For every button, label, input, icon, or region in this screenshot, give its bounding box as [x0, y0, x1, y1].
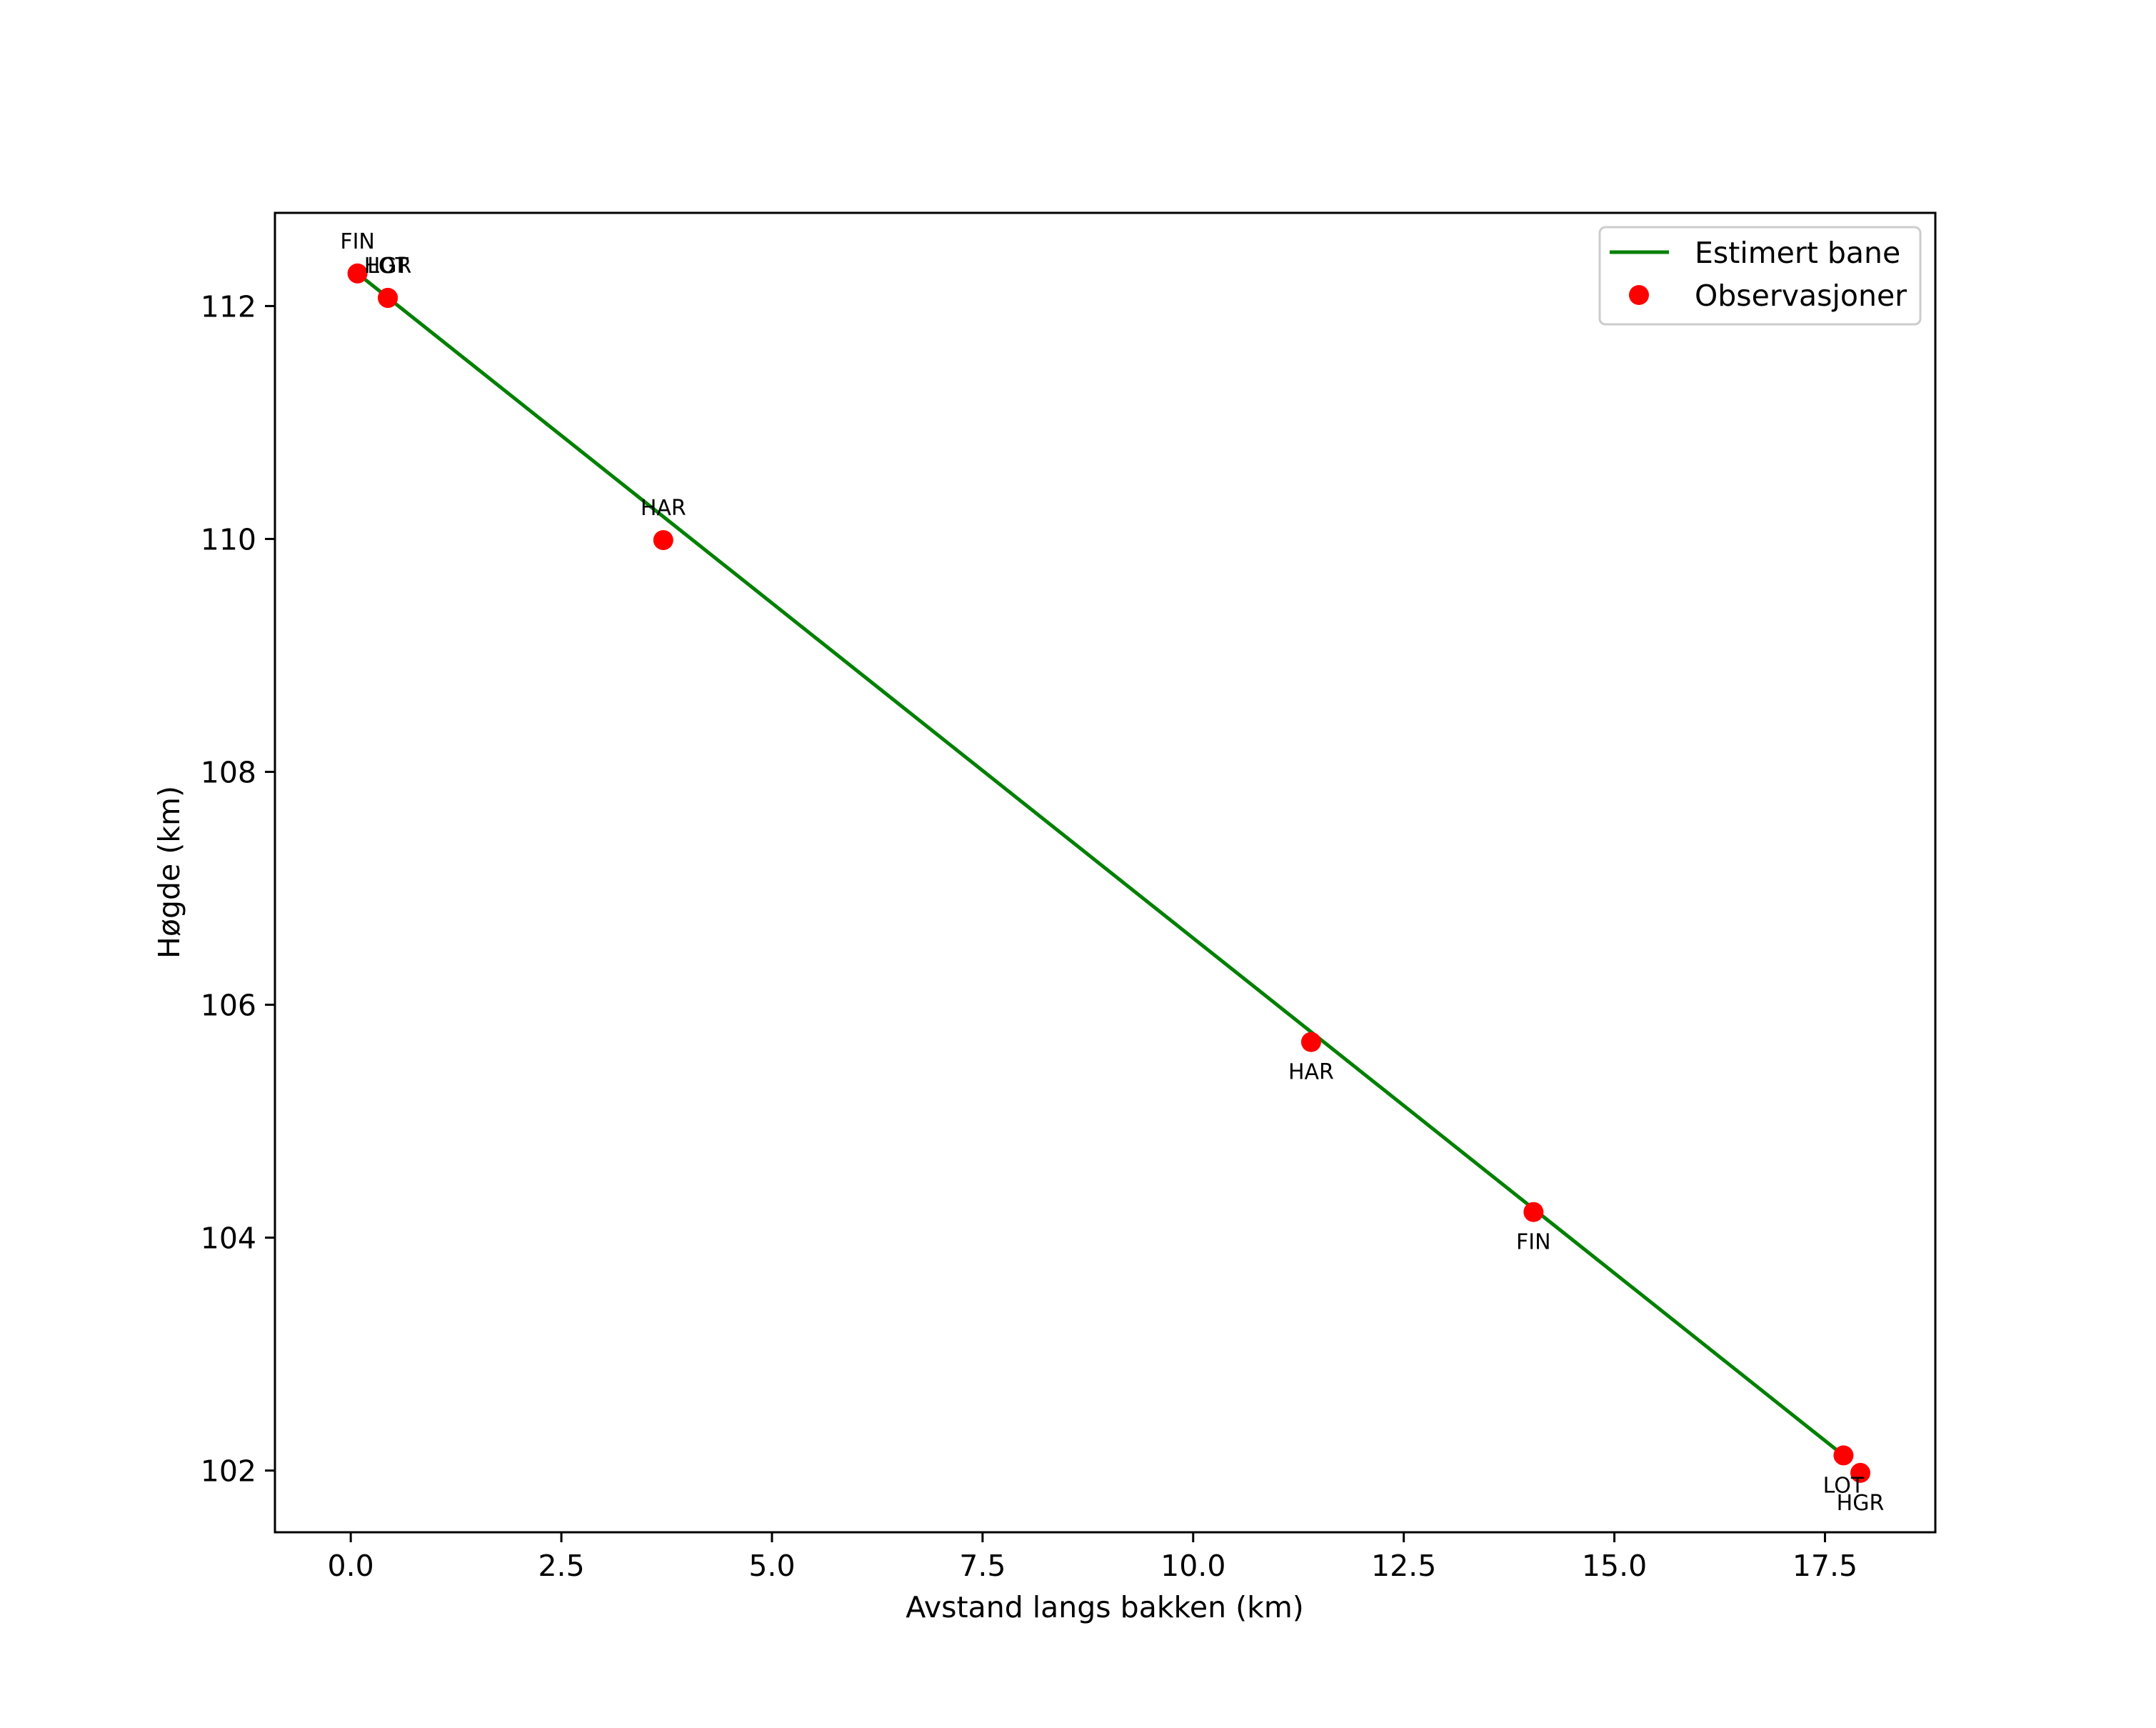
x-axis-ticks: 0.0 2.5 5.0 7.5 10.0 12.5 15.0 17.5: [328, 1532, 1857, 1583]
x-tick-label: 10.0: [1160, 1549, 1225, 1583]
observation-label: LOT: [367, 254, 408, 279]
legend-label-observasjoner: Observasjoner: [1695, 279, 1907, 313]
x-tick-label: 0.0: [328, 1549, 374, 1583]
y-tick-label: 104: [201, 1222, 256, 1256]
observation-point: [347, 263, 368, 284]
observation-point: [1300, 1032, 1321, 1052]
x-tick-label: 12.5: [1371, 1549, 1436, 1583]
observation-label: HGR: [364, 254, 412, 279]
axes-frame: [274, 211, 1937, 1534]
y-tick-label: 112: [201, 289, 256, 324]
y-axis-label: Høgde (km): [152, 786, 186, 959]
observation-label: HAR: [641, 496, 686, 521]
observation-point: [1833, 1445, 1854, 1466]
estimated-trajectory-line: [356, 271, 1845, 1457]
observation-label: HGR: [1837, 1491, 1885, 1516]
observation-label: LOT: [1823, 1473, 1865, 1498]
observation-point: [378, 288, 398, 309]
y-axis-ticks: 102 104 106 108 110 112: [201, 289, 275, 1489]
x-tick-label: 15.0: [1582, 1549, 1647, 1583]
x-tick-label: 2.5: [538, 1549, 584, 1583]
legend-box: [1598, 226, 1922, 326]
observation-label: HAR: [1288, 1060, 1334, 1085]
y-tick-label: 110: [201, 522, 256, 556]
legend: Estimert bane Observasjoner: [1598, 226, 1922, 326]
x-tick-label: 17.5: [1793, 1549, 1857, 1583]
x-tick-label: 5.0: [748, 1549, 795, 1583]
x-tick-label: 7.5: [959, 1549, 1006, 1583]
y-tick-label: 102: [201, 1454, 256, 1489]
observation-label: FIN: [340, 229, 375, 254]
observation-point: [653, 530, 673, 551]
x-axis-label: Avstand langs bakken (km): [906, 1590, 1304, 1624]
legend-label-estimert-bane: Estimert bane: [1695, 236, 1900, 270]
y-tick-label: 106: [201, 989, 256, 1023]
observation-label: FIN: [1516, 1230, 1551, 1255]
observation-point: [1850, 1462, 1871, 1483]
legend-dot-icon: [1629, 285, 1649, 305]
y-tick-label: 108: [201, 755, 256, 789]
observation-point: [1523, 1202, 1544, 1222]
